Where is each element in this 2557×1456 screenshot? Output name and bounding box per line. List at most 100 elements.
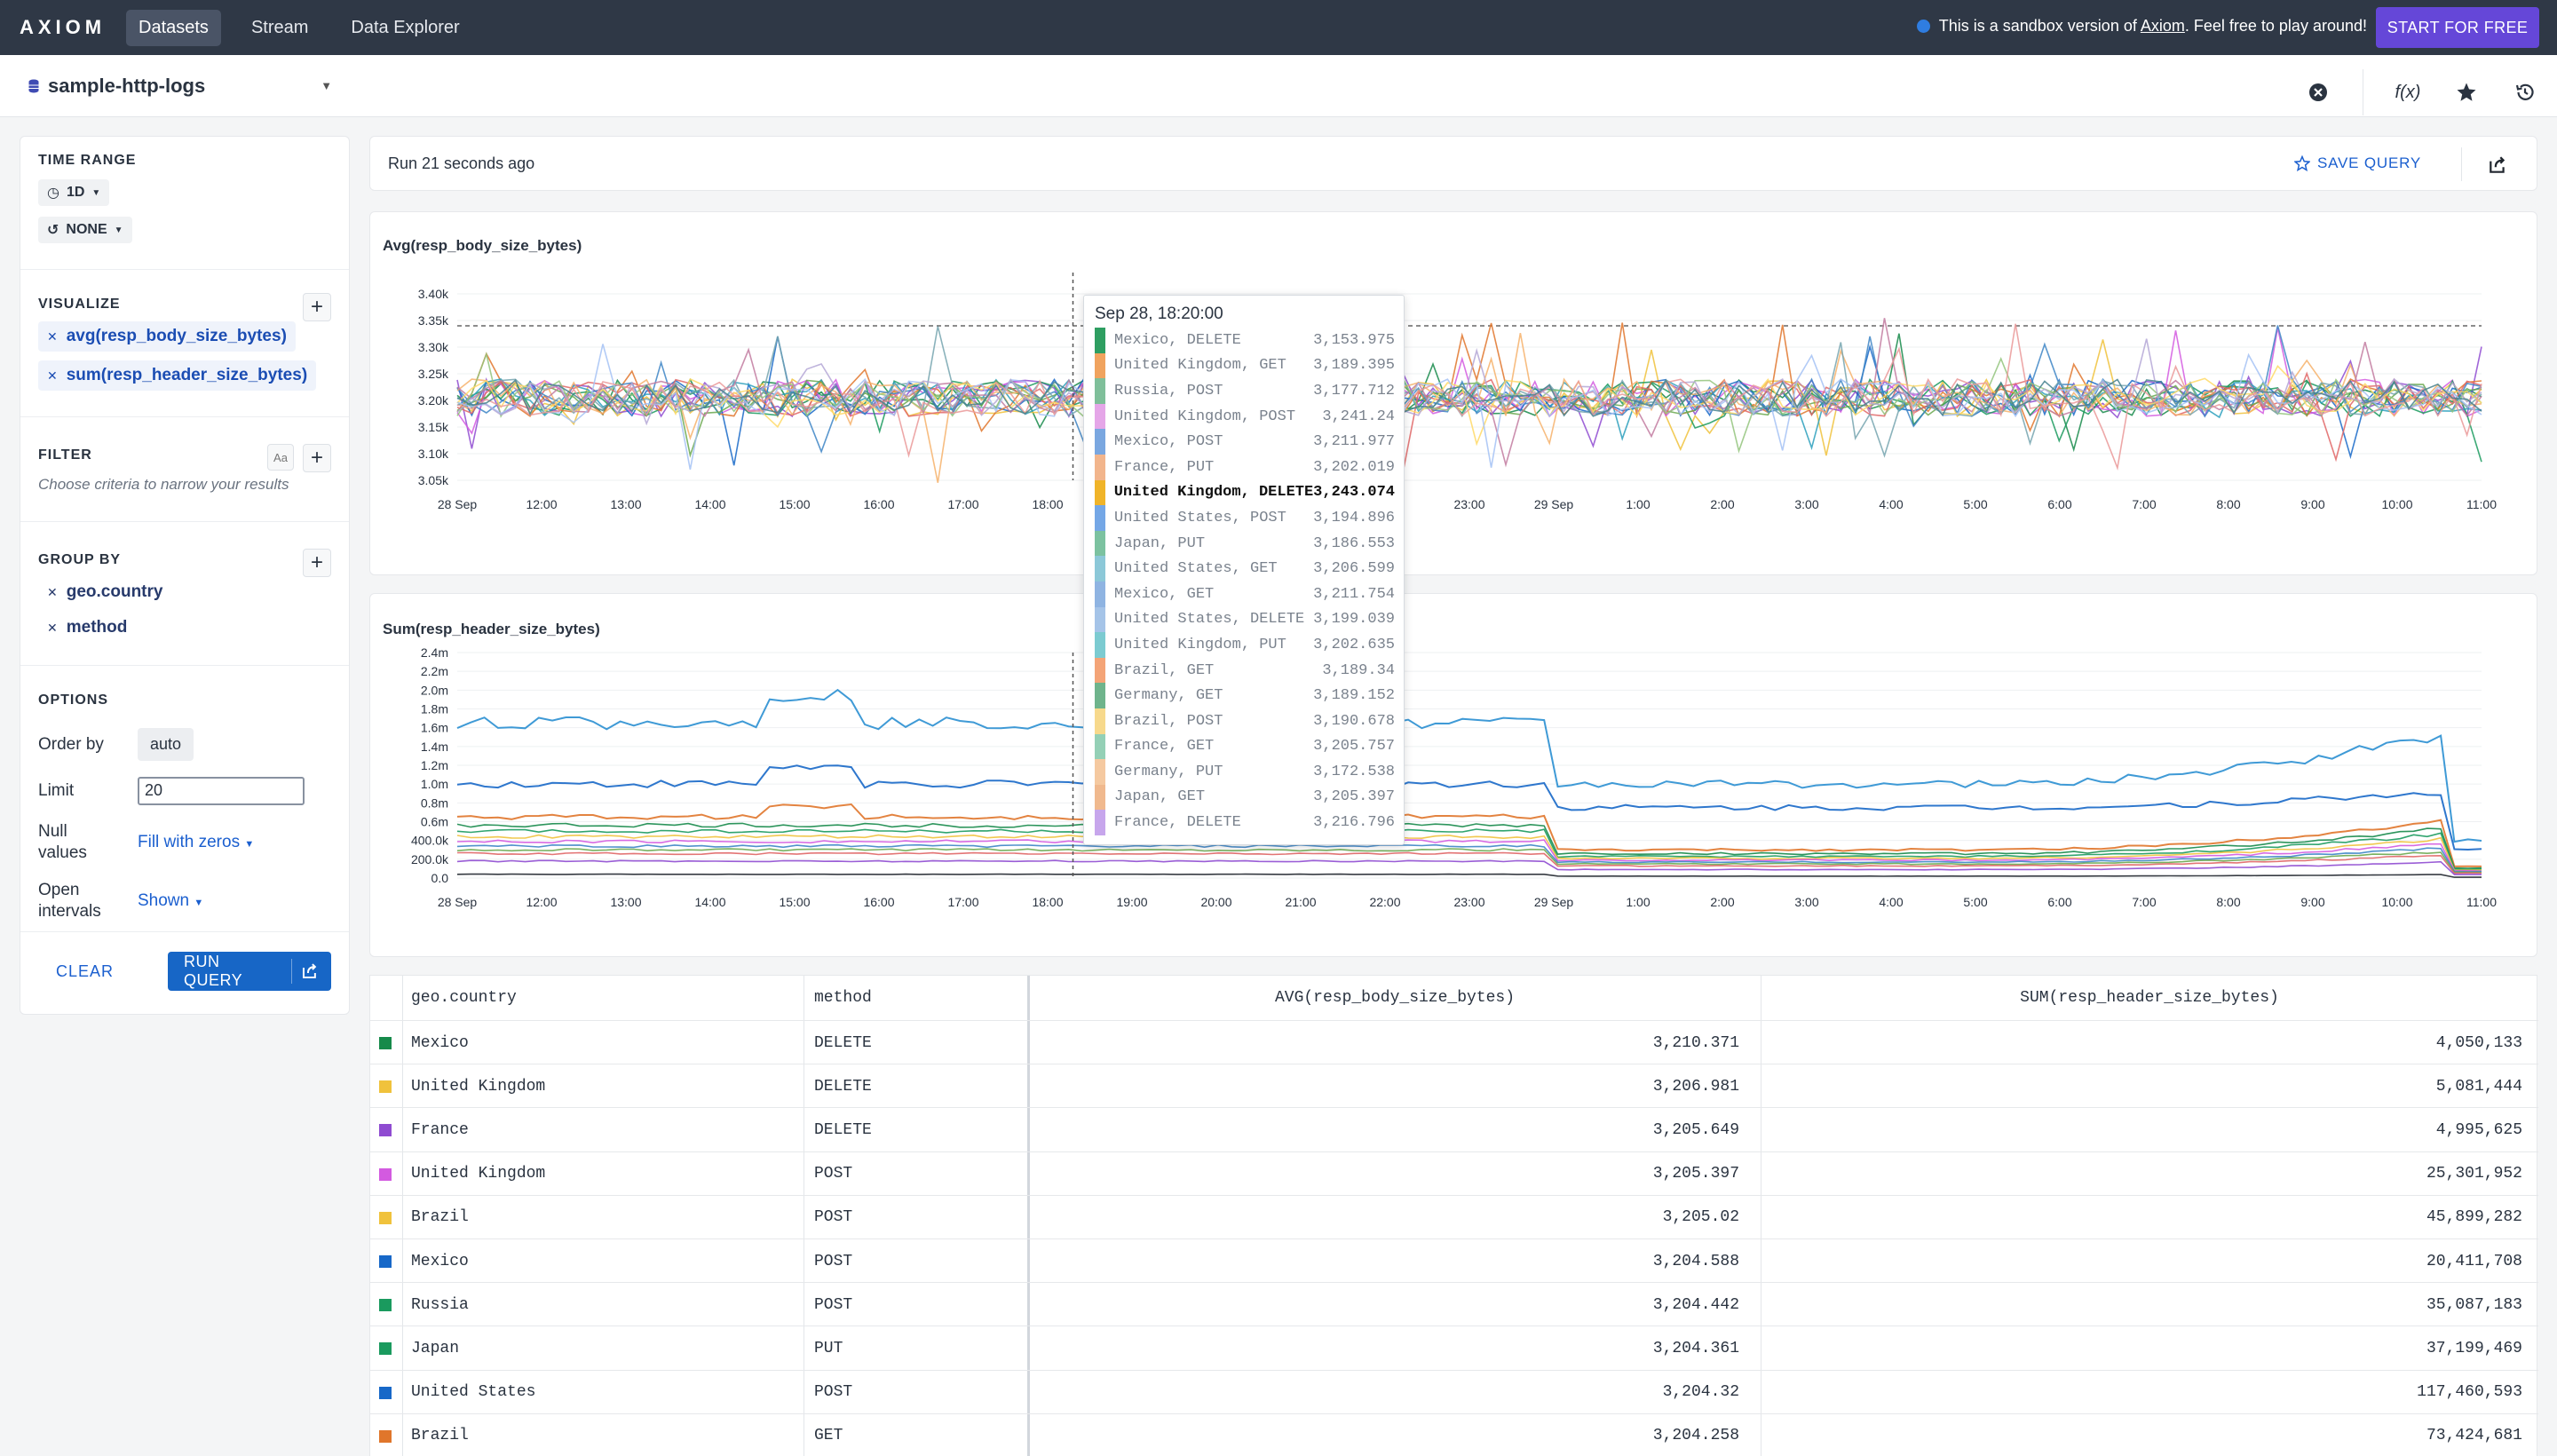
compare-dropdown[interactable]: ↺ NONE ▼ [38, 217, 132, 243]
x-tick-label: 28 Sep [438, 895, 478, 909]
add-group-by-button[interactable]: + [303, 549, 331, 577]
column-header-geo-country[interactable]: geo.country [411, 989, 517, 1007]
limit-input[interactable]: 20 [138, 777, 305, 805]
cell-method: DELETE [814, 1077, 872, 1096]
remove-icon[interactable]: ✕ [47, 620, 58, 635]
row-color-swatch [379, 1167, 392, 1181]
order-by-select[interactable]: auto [138, 728, 194, 761]
cell-sum: 37,199,469 [2426, 1339, 2522, 1357]
table-row[interactable]: United States POST 3,204.32 117,460,593 [370, 1369, 2538, 1413]
group-by-chip[interactable]: ✕ geo.country [38, 577, 172, 607]
tooltip-series-name: United Kingdom, PUT [1114, 636, 1286, 653]
table-row[interactable]: Mexico DELETE 3,210.371 4,050,133 [370, 1020, 2538, 1064]
visualization-chip[interactable]: ✕ avg(resp_body_size_bytes) [38, 321, 296, 352]
series-swatch [1095, 454, 1105, 480]
share-icon[interactable] [2485, 153, 2510, 178]
table-row[interactable]: Russia POST 3,204.442 35,087,183 [370, 1282, 2538, 1325]
function-icon[interactable]: f(x) [2394, 78, 2422, 107]
nav-tab-data-explorer[interactable]: Data Explorer [351, 17, 460, 37]
sum-header-size-chart[interactable]: 2.4m 2.2m 2.0m 1.8m 1.6m 1.4m 1.2m 1.0m 0.8m 0.6m… [370, 594, 2537, 957]
row-color-swatch [379, 1429, 392, 1443]
open-intervals-label-line1: Open [38, 881, 80, 899]
null-values-row: Null values Fill with zeros ▼ [38, 821, 331, 864]
null-values-dropdown[interactable]: Fill with zeros ▼ [138, 833, 254, 852]
run-status-bar: Run 21 seconds ago SAVE QUERY [369, 136, 2537, 191]
series-line [456, 378, 2482, 417]
x-tick-label: 6:00 [2047, 497, 2071, 511]
x-tick-label: 15:00 [779, 895, 810, 909]
x-tick-label: 19:00 [1116, 895, 1147, 909]
column-header-sum[interactable]: SUM(resp_header_size_bytes) [2020, 989, 2279, 1007]
x-tick-label: 17:00 [947, 497, 978, 511]
open-intervals-dropdown[interactable]: Shown ▼ [138, 891, 203, 911]
axiom-link[interactable]: Axiom [2140, 17, 2185, 35]
cell-avg: 3,204.588 [1652, 1252, 1739, 1270]
x-tick-label: 3:00 [1794, 497, 1818, 511]
dataset-dropdown-caret-icon[interactable]: ▼ [321, 79, 333, 92]
run-query-label: RUN QUERY [184, 953, 243, 989]
dataset-name[interactable]: sample-http-logs [48, 74, 206, 97]
history-icon[interactable] [2511, 78, 2539, 107]
save-query-button[interactable]: SAVE QUERY [2294, 154, 2421, 172]
column-header-avg[interactable]: AVG(resp_body_size_bytes) [1274, 989, 1516, 1007]
table-row[interactable]: France DELETE 3,205.649 4,995,625 [370, 1107, 2538, 1151]
table-row[interactable]: United Kingdom POST 3,205.397 25,301,952 [370, 1151, 2538, 1195]
avg-body-size-chart[interactable]: 3.40k 3.35k 3.30k 3.25k 3.20k 3.15k 3.10k 3.05k… [370, 212, 2537, 575]
tooltip-row: United States, GET 3,206.599 [1084, 556, 1404, 582]
table-row[interactable]: United Kingdom DELETE 3,206.981 5,081,444 [370, 1064, 2538, 1107]
cell-country: France [411, 1120, 469, 1139]
filter-title: FILTER [38, 447, 92, 463]
nav-tab-datasets[interactable]: Datasets [126, 9, 221, 46]
add-filter-button[interactable]: + [303, 444, 331, 472]
visualize-section: VISUALIZE + ✕ avg(resp_body_size_bytes) ✕… [20, 270, 349, 417]
y-tick-label: 400.0k [411, 834, 449, 848]
chevron-down-icon: ▼ [91, 187, 101, 198]
remove-icon[interactable]: ✕ [47, 584, 58, 599]
tooltip-series-name: United States, POST [1114, 509, 1286, 526]
filter-hint: Choose criteria to narrow your results [38, 476, 289, 493]
run-query-button[interactable]: RUN QUERY [168, 952, 331, 991]
nav-tab-stream[interactable]: Stream [250, 17, 309, 37]
table-row[interactable]: Japan PUT 3,204.361 37,199,469 [370, 1325, 2538, 1369]
cell-method: DELETE [814, 1033, 872, 1052]
cell-method: POST [814, 1165, 853, 1183]
column-header-method[interactable]: method [814, 989, 872, 1007]
series-swatch [1095, 784, 1105, 811]
clear-button[interactable]: CLEAR [56, 961, 115, 980]
tooltip-row: France, DELETE 3,216.796 [1084, 810, 1404, 835]
table-row[interactable]: Brazil POST 3,205.02 45,899,282 [370, 1194, 2538, 1238]
x-tick-label: 28 Sep [438, 497, 478, 511]
x-tick-label: 23:00 [1453, 895, 1484, 909]
case-sensitive-toggle[interactable]: Aa [267, 444, 294, 471]
remove-icon[interactable]: ✕ [47, 328, 58, 344]
axiom-logo[interactable]: AXIOM [20, 16, 107, 38]
sandbox-notice: This is a sandbox version of Axiom. Feel… [1916, 17, 2367, 36]
start-for-free-button[interactable]: START FOR FREE [2376, 7, 2539, 48]
open-intervals-label-line2: intervals [38, 902, 101, 921]
series-swatch [1095, 479, 1105, 506]
series-line [456, 803, 2482, 867]
series-swatch [1095, 352, 1105, 379]
run-share-icon[interactable] [301, 962, 319, 980]
add-visualization-button[interactable]: + [303, 293, 331, 321]
x-tick-label: 4:00 [1879, 497, 1903, 511]
cell-method: POST [814, 1295, 853, 1314]
close-circle-icon[interactable] [2304, 78, 2332, 107]
group-by-chip[interactable]: ✕ method [38, 613, 137, 643]
time-range-dropdown[interactable]: ◷ 1D ▼ [38, 179, 110, 206]
remove-icon[interactable]: ✕ [47, 368, 58, 383]
x-tick-label: 10:00 [2381, 497, 2412, 511]
series-swatch [1095, 606, 1105, 633]
tooltip-title: Sep 28, 18:20:00 [1095, 305, 1223, 323]
star-icon[interactable] [2452, 78, 2481, 107]
cell-avg: 3,204.32 [1662, 1383, 1739, 1402]
cell-country: United Kingdom [411, 1077, 546, 1096]
y-tick-label: 200.0k [411, 852, 449, 866]
tooltip-series-value: 3,202.635 [1313, 636, 1395, 653]
tooltip-series-value: 3,190.678 [1313, 712, 1395, 730]
table-row[interactable]: Brazil GET 3,204.258 73,424,681 [370, 1412, 2538, 1456]
x-tick-label: 15:00 [779, 497, 810, 511]
table-row[interactable]: Mexico POST 3,204.588 20,411,708 [370, 1238, 2538, 1282]
visualization-chip[interactable]: ✕ sum(resp_header_size_bytes) [38, 360, 317, 391]
cell-country: Brazil [411, 1208, 469, 1227]
